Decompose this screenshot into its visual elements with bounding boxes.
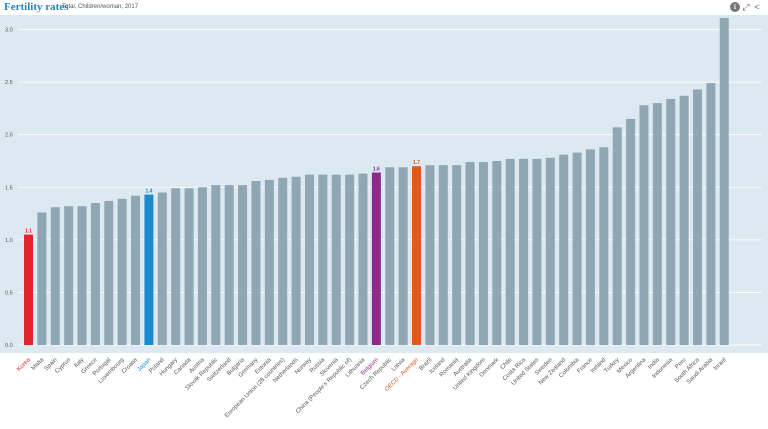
bar [505, 158, 515, 345]
y-tick-label: 1.0 [5, 238, 13, 244]
x-tick-label: Korea [16, 357, 32, 373]
bar [358, 173, 368, 345]
bar [706, 83, 716, 346]
data-label: 1.4 [145, 189, 152, 195]
bar [104, 200, 114, 345]
bar [412, 166, 422, 345]
bar [639, 105, 649, 345]
bar [572, 152, 582, 345]
y-tick-label: 0.5 [5, 290, 13, 296]
bar [117, 198, 127, 345]
bar [171, 188, 181, 345]
bar [398, 167, 408, 345]
bar [24, 234, 33, 345]
data-label: 1.6 [373, 167, 380, 173]
bar [385, 167, 395, 345]
bar [197, 187, 207, 345]
y-tick-label: 2.5 [5, 80, 13, 86]
bar [224, 185, 234, 345]
bar [666, 98, 676, 345]
bar [425, 165, 435, 345]
chart-title: Fertility rates [4, 1, 69, 13]
bar [559, 154, 569, 345]
bar [77, 206, 87, 345]
bar [238, 185, 248, 345]
data-label: 1.7 [413, 160, 420, 166]
info-icon[interactable]: i [730, 2, 740, 12]
bar [452, 165, 462, 345]
data-label: 1.1 [25, 229, 32, 235]
bar [465, 162, 475, 345]
bar [211, 185, 221, 345]
bar [251, 180, 261, 345]
bar [64, 206, 74, 345]
bar [545, 157, 555, 345]
bar [318, 174, 328, 345]
bar [626, 118, 636, 345]
bar [184, 188, 194, 345]
x-tick-label: Croatia [121, 357, 139, 375]
x-tick-label: Malta [31, 357, 46, 372]
y-tick-label: 1.5 [5, 185, 13, 191]
bar [371, 172, 381, 345]
bar [331, 174, 341, 345]
x-tick-label: Israel [713, 357, 728, 372]
bar [144, 194, 154, 345]
bar [345, 174, 355, 345]
chart-header: Fertility rates Total, Children/woman, 2… [0, 0, 768, 15]
bar [519, 158, 529, 345]
bar [492, 160, 502, 345]
bar [131, 195, 141, 345]
bar [693, 89, 702, 345]
bar [652, 103, 662, 346]
bar [679, 95, 689, 346]
y-tick-label: 3.0 [5, 28, 13, 34]
bar [291, 176, 301, 345]
bar [585, 149, 595, 345]
bar [478, 162, 488, 345]
chart-subtitle: Total, Children/woman, 2017 [62, 4, 139, 10]
y-tick-label: 2.0 [5, 133, 13, 139]
bar [50, 207, 60, 345]
y-tick-label: 0.0 [5, 343, 13, 349]
bar [304, 174, 314, 345]
bar [599, 147, 609, 345]
bar [37, 212, 47, 345]
expand-icon[interactable]: ⤢ [742, 2, 750, 12]
bar [532, 158, 542, 345]
bar [612, 127, 622, 345]
bar [264, 179, 274, 345]
bar [438, 165, 448, 345]
share-icon[interactable]: < [754, 2, 760, 12]
bar [157, 192, 167, 345]
bar [90, 203, 100, 345]
bar [719, 17, 729, 345]
bar [278, 177, 288, 345]
